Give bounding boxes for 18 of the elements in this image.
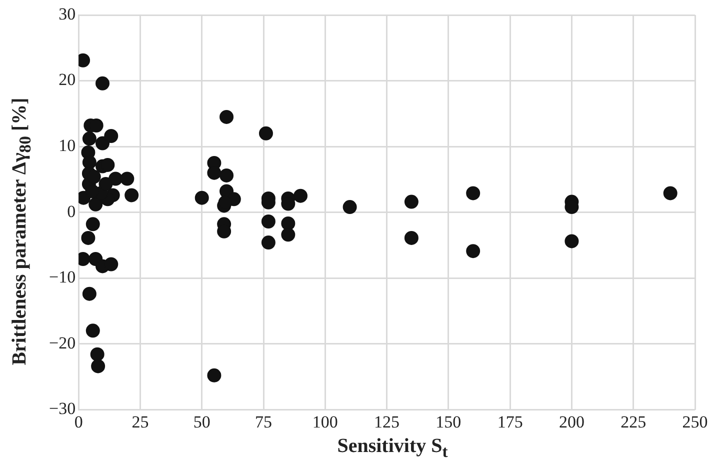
y-tick-label: 10 xyxy=(58,136,76,155)
x-tick-label: 200 xyxy=(558,412,584,432)
y-tick-label: 0 xyxy=(67,202,76,221)
x-tick-label: 25 xyxy=(132,412,149,432)
x-tick-label: 125 xyxy=(374,412,400,432)
y-tick-label: −30 xyxy=(48,399,76,418)
y-tick-label: −10 xyxy=(48,268,76,287)
x-tick-label: 225 xyxy=(620,412,646,432)
x-tick-label: 100 xyxy=(312,412,338,432)
y-tick-label: 20 xyxy=(58,70,76,90)
x-tick-label: 250 xyxy=(682,412,708,432)
y-tick-label: −20 xyxy=(48,333,76,352)
x-tick-label: 175 xyxy=(497,412,523,432)
x-axis-title: Sensitivity S$_{t}$ xyxy=(336,435,449,462)
x-tick-label: 150 xyxy=(436,412,462,432)
y-tick-label: 30 xyxy=(58,4,76,24)
x-tick-label: 50 xyxy=(193,412,210,432)
x-tick-label: 75 xyxy=(255,412,272,432)
